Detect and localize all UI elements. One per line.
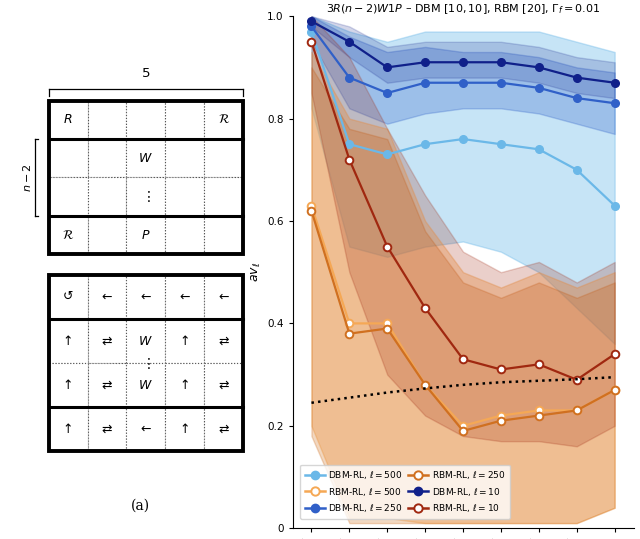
Bar	[165, 177, 204, 216]
Bar	[49, 101, 88, 139]
Text: $\vdots$: $\vdots$	[141, 189, 150, 204]
Bar	[204, 363, 243, 407]
Bar	[165, 139, 204, 177]
Text: ↑: ↑	[63, 379, 74, 392]
Bar	[49, 275, 88, 319]
Text: ↑: ↑	[63, 335, 74, 348]
Bar	[204, 319, 243, 363]
Text: ↑: ↑	[179, 335, 190, 348]
Bar	[204, 275, 243, 319]
Text: $\mathcal{R}$: $\mathcal{R}$	[62, 229, 74, 241]
Bar	[126, 216, 165, 254]
Bar	[126, 407, 165, 451]
Text: ⇄: ⇄	[218, 379, 229, 392]
Text: $W$: $W$	[138, 379, 153, 392]
Bar	[49, 363, 88, 407]
Bar	[165, 216, 204, 254]
Text: (a): (a)	[131, 499, 150, 513]
Text: ↑: ↑	[179, 379, 190, 392]
Text: ↺: ↺	[63, 291, 74, 303]
Bar	[88, 363, 126, 407]
Bar	[88, 407, 126, 451]
Bar	[49, 407, 88, 451]
Text: ←: ←	[179, 291, 190, 303]
Text: $n-2$: $n-2$	[21, 163, 33, 192]
Text: ↑: ↑	[63, 423, 74, 436]
Bar	[88, 275, 126, 319]
Legend: DBM-RL, $\ell = 500$, RBM-RL, $\ell = 500$, DBM-RL, $\ell = 250$, RBM-RL, $\ell : DBM-RL, $\ell = 500$, RBM-RL, $\ell = 50…	[300, 465, 510, 519]
Text: ←: ←	[141, 423, 151, 436]
Bar	[49, 177, 88, 216]
Text: ↑: ↑	[179, 423, 190, 436]
Bar	[49, 216, 88, 254]
Text: ⇄: ⇄	[102, 379, 112, 392]
Bar	[165, 101, 204, 139]
Bar	[49, 319, 88, 363]
Bar	[88, 177, 126, 216]
Bar	[126, 275, 165, 319]
Y-axis label: $av_\ell$: $av_\ell$	[250, 262, 263, 282]
Text: $W$: $W$	[138, 335, 153, 348]
Bar	[165, 275, 204, 319]
Bar	[88, 216, 126, 254]
Text: ⇄: ⇄	[102, 423, 112, 436]
Bar	[88, 319, 126, 363]
Bar	[204, 216, 243, 254]
Bar	[165, 319, 204, 363]
Bar	[126, 177, 165, 216]
Text: ⇄: ⇄	[218, 335, 229, 348]
Bar	[126, 139, 165, 177]
Bar	[204, 407, 243, 451]
Bar	[165, 363, 204, 407]
Bar	[204, 101, 243, 139]
Text: 5: 5	[141, 67, 150, 80]
Text: ←: ←	[141, 291, 151, 303]
Bar	[88, 139, 126, 177]
Title: $3R(n-2)W1P$ – DBM $[10,10]$, RBM $[20]$, $\Gamma_f = 0.01$: $3R(n-2)W1P$ – DBM $[10,10]$, RBM $[20]$…	[326, 2, 600, 16]
Text: ←: ←	[102, 291, 112, 303]
Bar	[126, 363, 165, 407]
Bar	[165, 407, 204, 451]
Bar	[204, 139, 243, 177]
Text: ←: ←	[218, 291, 229, 303]
Bar	[49, 275, 243, 451]
Text: ⇄: ⇄	[218, 423, 229, 436]
Text: $P$: $P$	[141, 229, 150, 241]
Text: ⇄: ⇄	[102, 335, 112, 348]
Text: $R$: $R$	[63, 113, 73, 126]
Bar	[204, 177, 243, 216]
Bar	[88, 101, 126, 139]
Text: $\vdots$: $\vdots$	[141, 356, 150, 371]
Bar	[49, 101, 243, 254]
Bar	[126, 319, 165, 363]
Bar	[126, 101, 165, 139]
Text: $\mathcal{R}$: $\mathcal{R}$	[218, 113, 230, 126]
Text: $W$: $W$	[138, 152, 153, 165]
Bar	[49, 139, 88, 177]
